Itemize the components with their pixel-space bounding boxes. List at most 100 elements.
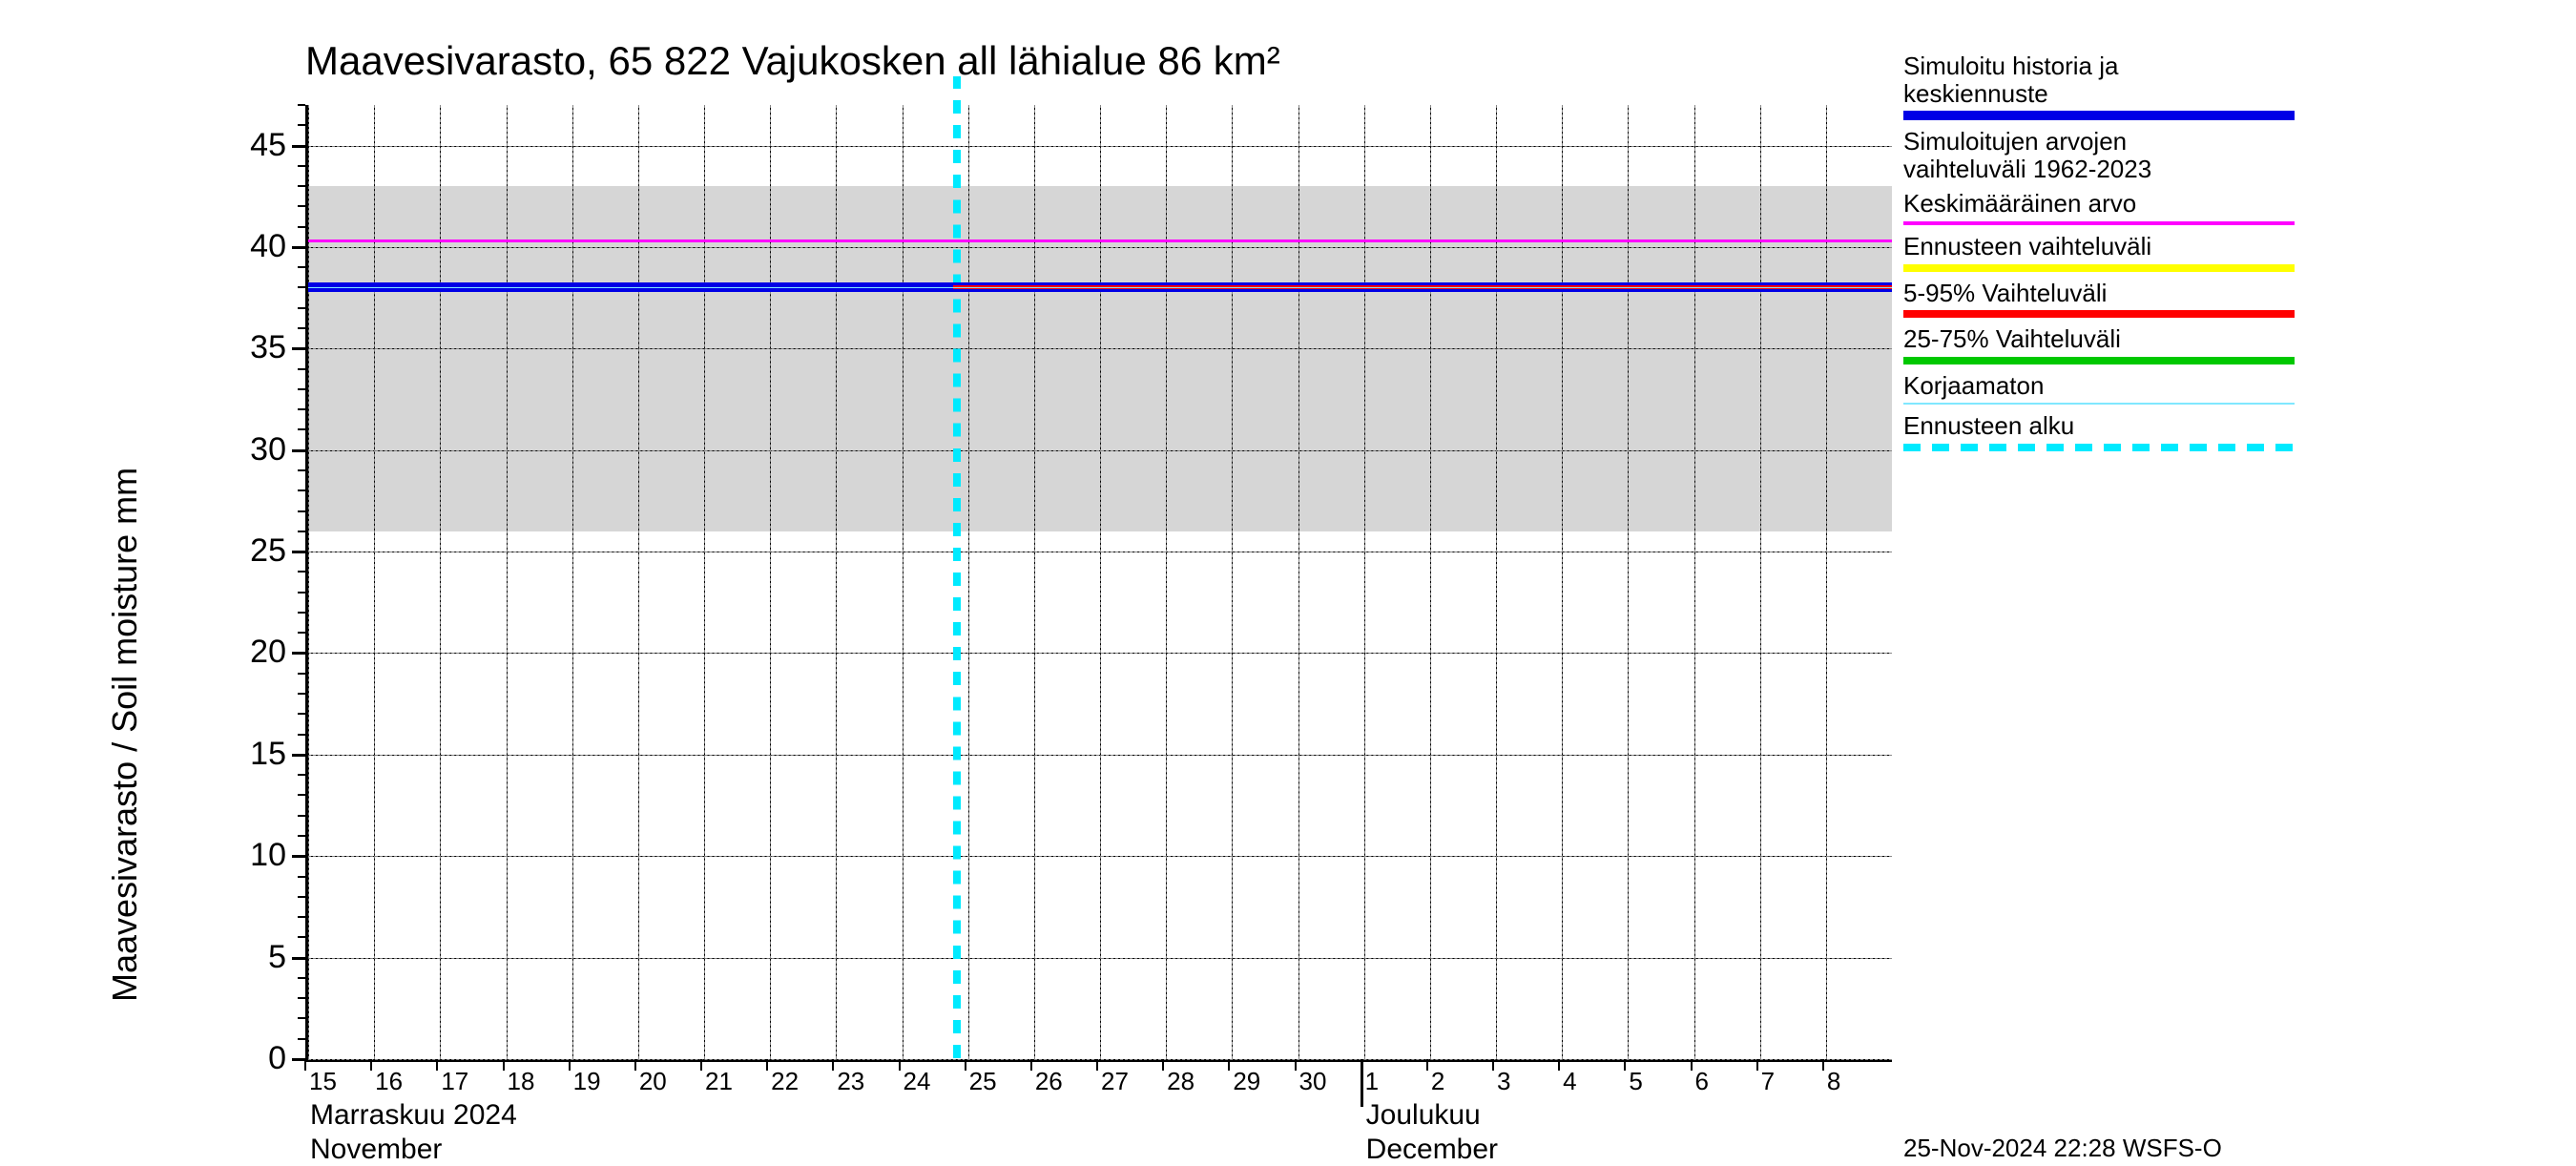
y-tick: [292, 1058, 305, 1061]
gridline-v: [968, 105, 969, 1059]
y-axis-title: Maavesivarasto / Soil moisture mm: [105, 468, 145, 1002]
y-minor-tick: [298, 104, 305, 106]
month1-line1: Marraskuu 2024: [310, 1099, 517, 1132]
x-tick-label: 30: [1299, 1067, 1327, 1096]
gridline-v: [308, 105, 309, 1059]
legend-label: Keskimääräinen arvo: [1903, 190, 2295, 218]
y-minor-tick: [298, 165, 305, 167]
y-minor-tick: [298, 835, 305, 837]
y-minor-tick: [298, 774, 305, 776]
x-tick-label: 26: [1035, 1067, 1063, 1096]
x-tick: [1030, 1059, 1032, 1071]
legend-swatch: [1903, 403, 2295, 405]
y-minor-tick: [298, 408, 305, 410]
gridline-h: [308, 1059, 1892, 1060]
x-tick: [634, 1059, 636, 1071]
legend-label: Simuloitu historia ja: [1903, 52, 2295, 80]
x-tick: [1426, 1059, 1428, 1071]
y-minor-tick: [298, 489, 305, 491]
x-tick-label: 29: [1233, 1067, 1260, 1096]
x-tick: [1691, 1059, 1693, 1071]
x-tick-label: 23: [837, 1067, 864, 1096]
legend-label: 25-75% Vaihteluväli: [1903, 325, 2295, 353]
x-tick: [766, 1059, 768, 1071]
legend-entry: Ennusteen alku: [1903, 412, 2295, 451]
x-tick-label: 19: [573, 1067, 601, 1096]
y-minor-tick: [298, 592, 305, 593]
y-tick: [292, 246, 305, 249]
y-minor-tick: [298, 327, 305, 329]
y-tick: [292, 145, 305, 148]
y-tick: [292, 551, 305, 553]
x-tick-label: 2: [1431, 1067, 1444, 1096]
y-tick-label: 10: [229, 837, 286, 874]
legend-label: vaihteluväli 1962-2023: [1903, 156, 2295, 183]
y-minor-tick: [298, 693, 305, 695]
x-tick-label: 25: [969, 1067, 997, 1096]
gridline-v: [374, 105, 375, 1059]
legend-swatch: [1903, 264, 2295, 272]
gridline-v: [836, 105, 837, 1059]
month1-line2: November: [310, 1134, 442, 1166]
y-tick-label: 5: [229, 939, 286, 976]
y-minor-tick: [298, 469, 305, 471]
y-minor-tick: [298, 531, 305, 532]
month2-line1: Joulukuu: [1366, 1099, 1481, 1132]
y-minor-tick: [298, 266, 305, 268]
x-tick-label: 15: [309, 1067, 337, 1096]
forecast-start-line: [953, 76, 961, 1059]
gridline-v: [1232, 105, 1233, 1059]
legend-label: Korjaamaton: [1903, 372, 2295, 400]
y-minor-tick: [298, 876, 305, 878]
y-minor-tick: [298, 205, 305, 207]
x-tick: [1624, 1059, 1626, 1071]
gridline-v: [1430, 105, 1431, 1059]
gridline-v: [507, 105, 508, 1059]
x-tick: [1295, 1059, 1297, 1071]
y-tick-label: 20: [229, 634, 286, 671]
y-tick: [292, 855, 305, 858]
gridline-v: [1496, 105, 1497, 1059]
legend-swatch: [1903, 444, 2295, 451]
gridline-v: [1298, 105, 1299, 1059]
legend-entry: Simuloitu historia jakeskiennuste: [1903, 52, 2295, 120]
x-tick-label: 4: [1563, 1067, 1576, 1096]
series-uncorrected: [308, 287, 1892, 288]
x-tick: [899, 1059, 901, 1071]
legend-swatch: [1903, 221, 2295, 225]
legend-entry: Ennusteen vaihteluväli: [1903, 233, 2295, 272]
legend-swatch: [1903, 111, 2295, 120]
x-tick-label: 8: [1827, 1067, 1840, 1096]
y-minor-tick: [298, 368, 305, 370]
y-minor-tick: [298, 734, 305, 736]
gridline-v: [1562, 105, 1563, 1059]
y-minor-tick: [298, 896, 305, 898]
gridline-v: [1826, 105, 1827, 1059]
gridline-v: [440, 105, 441, 1059]
legend-entry: 5-95% Vaihteluväli: [1903, 280, 2295, 319]
y-minor-tick: [298, 916, 305, 918]
y-tick-label: 40: [229, 228, 286, 265]
y-tick: [292, 449, 305, 452]
y-tick: [292, 957, 305, 960]
x-tick: [436, 1059, 438, 1071]
gridline-v: [1760, 105, 1761, 1059]
legend-entry: Keskimääräinen arvo: [1903, 190, 2295, 225]
x-tick-label: 22: [771, 1067, 799, 1096]
x-tick: [1822, 1059, 1824, 1071]
y-minor-tick: [298, 632, 305, 634]
x-tick-label: 28: [1167, 1067, 1195, 1096]
legend-entry: Korjaamaton: [1903, 372, 2295, 406]
legend-label: 5-95% Vaihteluväli: [1903, 280, 2295, 307]
y-minor-tick: [298, 307, 305, 309]
plot-area: [305, 105, 1892, 1062]
gridline-v: [770, 105, 771, 1059]
y-tick-label: 25: [229, 532, 286, 570]
gridline-v: [1628, 105, 1629, 1059]
legend: Simuloitu historia jakeskiennusteSimuloi…: [1903, 52, 2295, 459]
x-tick-label: 1: [1365, 1067, 1379, 1096]
x-tick-label: 16: [375, 1067, 403, 1096]
y-minor-tick: [298, 1038, 305, 1040]
y-minor-tick: [298, 794, 305, 796]
y-tick-label: 30: [229, 431, 286, 468]
